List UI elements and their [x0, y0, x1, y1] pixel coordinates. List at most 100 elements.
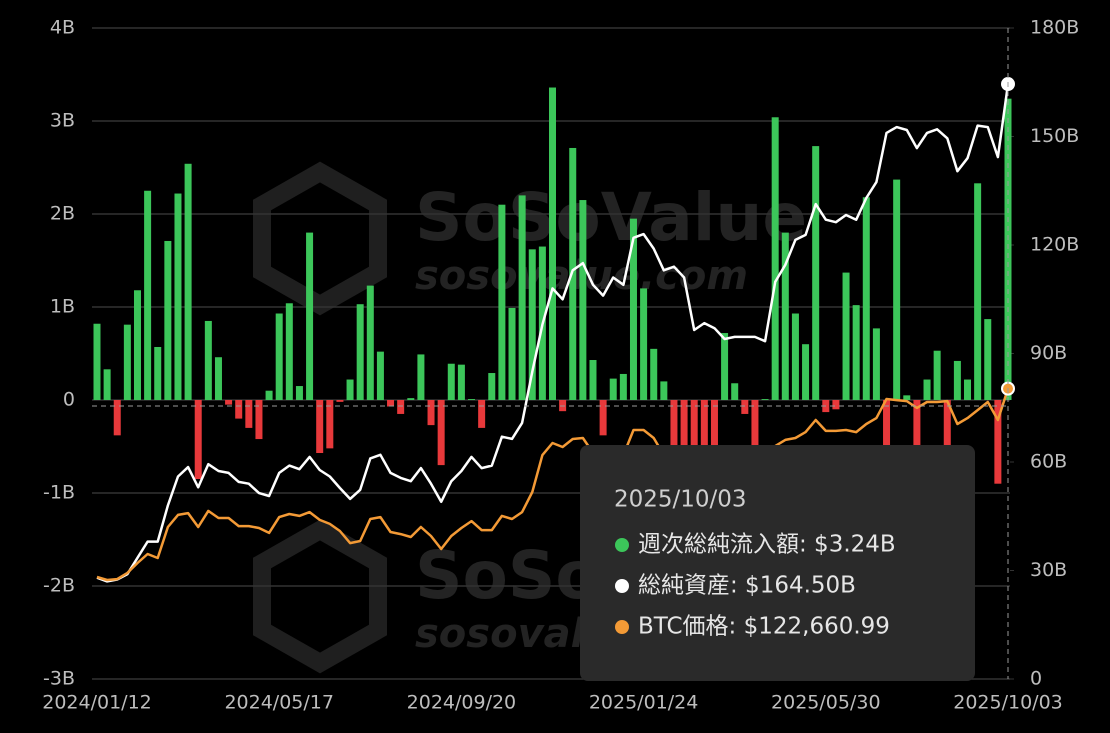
bar [164, 240, 172, 400]
bar [569, 147, 577, 400]
bar [245, 400, 253, 428]
bar [589, 360, 597, 400]
bar [235, 400, 243, 419]
y2-tick-label: 150B [1030, 125, 1079, 147]
bar [842, 272, 850, 400]
bar [295, 386, 303, 400]
x-tick-label: 2024/05/17 [224, 692, 334, 714]
y2-tick-label: 180B [1030, 17, 1079, 39]
plot [93, 77, 1015, 583]
bar [113, 400, 121, 436]
tooltip-dot [615, 538, 629, 552]
bar [478, 400, 486, 428]
bar [144, 190, 152, 400]
bar [346, 379, 354, 400]
bar [812, 146, 820, 400]
y2-tick-label: 60B [1030, 451, 1067, 473]
y2-tick-label: 0 [1030, 668, 1042, 690]
bar [579, 200, 587, 400]
bar [306, 232, 314, 400]
bar [133, 290, 141, 400]
bar [154, 346, 162, 400]
bar [437, 400, 445, 466]
bar [366, 285, 374, 400]
bar [670, 400, 678, 475]
y-tick-label: 1B [50, 296, 75, 318]
bar [488, 373, 496, 400]
tooltip-title: 2025/10/03 [614, 487, 747, 513]
bar [741, 400, 749, 414]
bar [609, 378, 617, 400]
line [96, 83, 1010, 583]
bar [407, 398, 415, 400]
bar [923, 379, 931, 400]
bar [640, 288, 648, 400]
bar [174, 193, 182, 400]
y-tick-label: 2B [50, 203, 75, 225]
x-tick-label: 2024/09/20 [407, 692, 517, 714]
bar [214, 357, 222, 400]
bar [376, 351, 384, 400]
bar [943, 400, 951, 447]
bar [680, 400, 688, 466]
bar [802, 344, 810, 400]
bar [326, 400, 334, 449]
bar [984, 319, 992, 400]
y2-tick-label: 30B [1030, 559, 1067, 581]
bar [913, 400, 921, 447]
y2-tick-label: 90B [1030, 342, 1067, 364]
bar [194, 400, 202, 480]
bar [397, 400, 405, 414]
bar [204, 320, 212, 400]
bar [93, 323, 101, 400]
bar [619, 373, 627, 400]
y2-tick-label: 120B [1030, 234, 1079, 256]
tooltip: 2025/10/03 週次総純流入額: $3.24B 総純資産: $164.50B B… [580, 445, 975, 681]
bar [336, 400, 344, 402]
bar [771, 117, 779, 400]
bar [721, 333, 729, 400]
bar [700, 400, 708, 475]
watermark-logo [253, 161, 387, 316]
watermark-logo [253, 519, 387, 674]
bar [549, 87, 556, 401]
bar [417, 354, 425, 400]
bar [852, 305, 860, 400]
bar [710, 400, 718, 484]
bar [933, 350, 941, 400]
x-tick-label: 2024/01/12 [42, 692, 152, 714]
bar [791, 313, 799, 400]
bar [883, 400, 891, 447]
bar [781, 232, 789, 400]
bar [447, 363, 455, 400]
bar [518, 195, 526, 400]
bar [731, 383, 739, 400]
bar [862, 197, 870, 400]
y-tick-label: 3B [50, 110, 75, 132]
bar [599, 400, 607, 436]
bar [1004, 98, 1012, 401]
bar [761, 399, 769, 400]
y-tick-label: 0 [63, 389, 75, 411]
bar [427, 400, 435, 426]
bar [184, 163, 192, 400]
bar [103, 369, 111, 400]
bar [832, 400, 840, 410]
bar [387, 400, 395, 407]
bar [903, 395, 911, 400]
x-tick-label: 2025/01/24 [589, 692, 699, 714]
bar [265, 390, 273, 400]
bar [974, 183, 982, 400]
x-tick-label: 2025/10/03 [953, 692, 1063, 714]
tooltip-item: 総純資産: $164.50B [638, 573, 856, 599]
y-tick-label: -1B [43, 482, 75, 504]
bar [498, 204, 506, 400]
bar [255, 400, 263, 440]
bar [457, 364, 465, 400]
bar [285, 303, 293, 400]
bar [660, 381, 668, 400]
y-tick-label: 4B [50, 17, 75, 39]
bar [872, 328, 880, 400]
bar [528, 249, 536, 400]
bar [994, 400, 1002, 484]
